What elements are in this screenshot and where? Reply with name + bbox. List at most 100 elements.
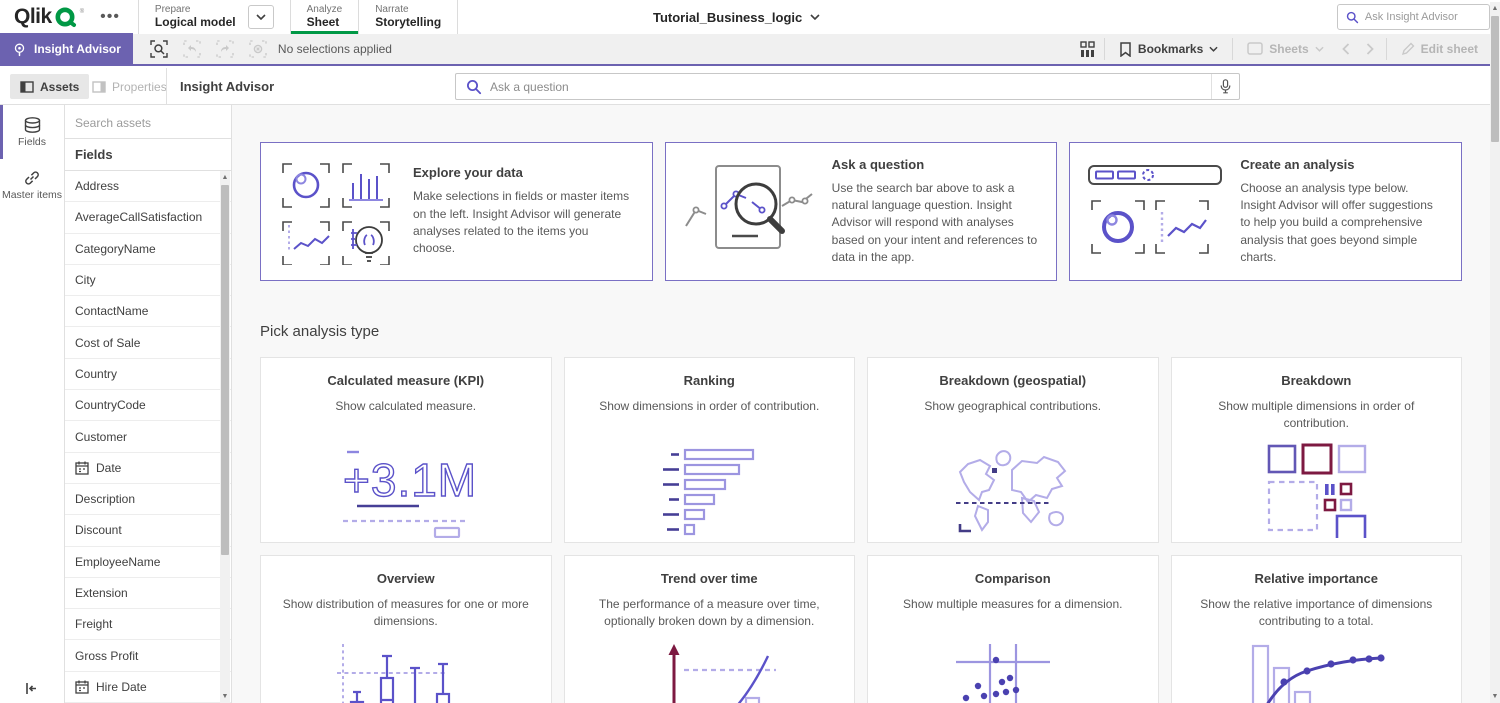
- analysis-card-kpi[interactable]: Calculated measure (KPI) Show calculated…: [260, 357, 552, 543]
- bookmarks-label: Bookmarks: [1137, 42, 1204, 56]
- analysis-card-title: Breakdown (geospatial): [939, 373, 1087, 388]
- create-analysis-card[interactable]: Create an analysis Choose an analysis ty…: [1069, 142, 1463, 281]
- analysis-card-desc: Show distribution of measures for one or…: [282, 597, 529, 628]
- voice-input-button[interactable]: [1211, 74, 1239, 99]
- qlik-logo-text: Qlik: [14, 5, 52, 28]
- more-menu-button[interactable]: •••: [90, 0, 130, 34]
- search-selections-button[interactable]: [147, 37, 171, 61]
- ranking-illustration-icon: [565, 446, 855, 538]
- chevron-down-icon: [1315, 46, 1324, 52]
- feature-cards: Explore your data Make selections in fie…: [260, 142, 1463, 281]
- page-scrollbar[interactable]: ▲ ▼: [1490, 2, 1500, 703]
- edit-sheet-button[interactable]: Edit sheet: [1391, 42, 1488, 56]
- explore-data-illustration-icon: [279, 159, 397, 265]
- field-list-item[interactable]: EmployeeName: [65, 547, 231, 578]
- tab-prepare[interactable]: Prepare Logical model: [137, 0, 290, 34]
- tab-narrate-section: Narrate: [375, 4, 409, 16]
- field-list-item[interactable]: Hire Date: [65, 672, 231, 703]
- field-list-item[interactable]: Address: [65, 171, 231, 203]
- field-list-item[interactable]: Freight: [65, 609, 231, 641]
- field-list-item[interactable]: ContactName: [65, 296, 231, 328]
- search-icon: [1346, 11, 1359, 23]
- analysis-card-comparison[interactable]: Comparison Show multiple measures for a …: [867, 555, 1159, 703]
- ask-question-input[interactable]: [490, 79, 1211, 94]
- previous-sheet-button[interactable]: [1334, 43, 1358, 55]
- tab-analyze[interactable]: Analyze Sheet: [289, 0, 359, 34]
- field-name: Cost of Sale: [75, 335, 141, 350]
- field-list-item[interactable]: CountryCode: [65, 390, 231, 422]
- explore-data-card[interactable]: Explore your data Make selections in fie…: [260, 142, 653, 281]
- sheets-button[interactable]: Sheets: [1237, 42, 1333, 56]
- scroll-down-icon[interactable]: ▼: [1491, 693, 1499, 700]
- app-title: Tutorial_Business_logic: [652, 9, 803, 25]
- field-list-item[interactable]: Extension: [65, 578, 231, 610]
- sheet-overview-button[interactable]: [1076, 37, 1100, 61]
- assets-tab-button[interactable]: Assets: [10, 74, 90, 99]
- sidebar-item-master-items[interactable]: Master items: [0, 161, 64, 209]
- analysis-card-title: Calculated measure (KPI): [327, 373, 485, 388]
- scroll-up-icon[interactable]: ▲: [1491, 5, 1499, 12]
- field-list-item[interactable]: AverageCallSatisfaction: [65, 202, 231, 234]
- app-title-menu[interactable]: Tutorial_Business_logic: [653, 0, 820, 34]
- scroll-up-icon[interactable]: ▲: [221, 174, 229, 181]
- field-list-item[interactable]: Discount: [65, 515, 231, 547]
- insight-advisor-label: Insight Advisor: [34, 42, 121, 56]
- analysis-card-breakdown[interactable]: Breakdown Show multiple dimensions in or…: [1170, 357, 1462, 543]
- undo-icon: [183, 40, 201, 58]
- ask-question-card[interactable]: Ask a question Use the search bar above …: [664, 142, 1058, 281]
- analysis-type-grid: Calculated measure (KPI) Show calculated…: [260, 357, 1462, 703]
- insight-advisor-button[interactable]: Insight Advisor: [0, 33, 133, 65]
- clear-selections-button[interactable]: [246, 37, 270, 61]
- panel-header: Assets Properties Insight Advisor: [0, 68, 1500, 105]
- field-name: Date: [96, 460, 122, 475]
- analysis-card-title: Comparison: [974, 571, 1051, 586]
- breakdown-illustration-icon: [1172, 442, 1462, 538]
- collapse-left-icon: [26, 683, 36, 694]
- analysis-card-title: Overview: [376, 571, 435, 586]
- collapse-panel-button[interactable]: [24, 682, 38, 695]
- qlik-logo: Qlik ®: [0, 0, 90, 34]
- sidebar-item-fields[interactable]: Fields: [0, 105, 64, 159]
- scrollbar-thumb[interactable]: [1491, 16, 1499, 142]
- field-list-item[interactable]: Date: [65, 453, 231, 484]
- step-forward-button[interactable]: [213, 37, 237, 61]
- analysis-card-breakdown-geo[interactable]: Breakdown (geospatial) Show geographical…: [867, 357, 1159, 543]
- assets-panel: Fields Address AverageCallSatisfaction C…: [65, 105, 232, 703]
- analysis-card-relative-importance[interactable]: Relative importance Show the relative im…: [1170, 555, 1462, 703]
- scroll-down-icon[interactable]: ▼: [221, 693, 229, 700]
- feature-card-title: Create an analysis: [1240, 156, 1355, 172]
- field-list-item[interactable]: City: [65, 265, 231, 297]
- ask-insight-advisor-input[interactable]: [1364, 11, 1481, 23]
- tab-narrate-label: Storytelling: [375, 14, 442, 29]
- chevron-right-icon: [1366, 43, 1374, 55]
- scrollbar-thumb[interactable]: [221, 185, 229, 555]
- field-name: EmployeeName: [75, 554, 161, 569]
- search-assets-input[interactable]: [65, 108, 231, 139]
- field-list-item[interactable]: Gross Profit: [65, 640, 231, 672]
- analysis-card-ranking[interactable]: Ranking Show dimensions in order of cont…: [563, 357, 855, 543]
- prepare-dropdown-button[interactable]: [247, 5, 274, 29]
- analysis-card-trend[interactable]: Trend over time The performance of a mea…: [563, 555, 855, 703]
- properties-tab-button[interactable]: Properties: [82, 74, 177, 99]
- divider: [166, 68, 167, 104]
- step-back-button[interactable]: [180, 37, 204, 61]
- field-list-item[interactable]: CategoryName: [65, 234, 231, 265]
- field-list-item[interactable]: Cost of Sale: [65, 327, 231, 359]
- tab-narrate[interactable]: Narrate Storytelling: [358, 0, 459, 34]
- divider: [1385, 38, 1387, 60]
- bookmarks-button[interactable]: Bookmarks: [1109, 41, 1228, 57]
- fields-scrollbar[interactable]: ▲ ▼: [220, 171, 230, 703]
- properties-panel-icon: [92, 80, 106, 93]
- analysis-card-desc: Show dimensions in order of contribution…: [599, 399, 820, 413]
- field-name: Extension: [75, 586, 128, 600]
- analysis-card-overview[interactable]: Overview Show distribution of measures f…: [260, 555, 552, 703]
- kpi-value: +3.1M: [343, 454, 477, 506]
- sheet-icon: [1247, 42, 1264, 55]
- next-sheet-button[interactable]: [1358, 43, 1382, 55]
- search-selections-icon: [150, 40, 168, 58]
- field-list-item[interactable]: Description: [65, 484, 231, 516]
- field-name: Freight: [75, 617, 113, 632]
- field-list-item[interactable]: Country: [65, 359, 231, 391]
- assets-label: Assets: [40, 79, 80, 94]
- field-list-item[interactable]: Customer: [65, 421, 231, 453]
